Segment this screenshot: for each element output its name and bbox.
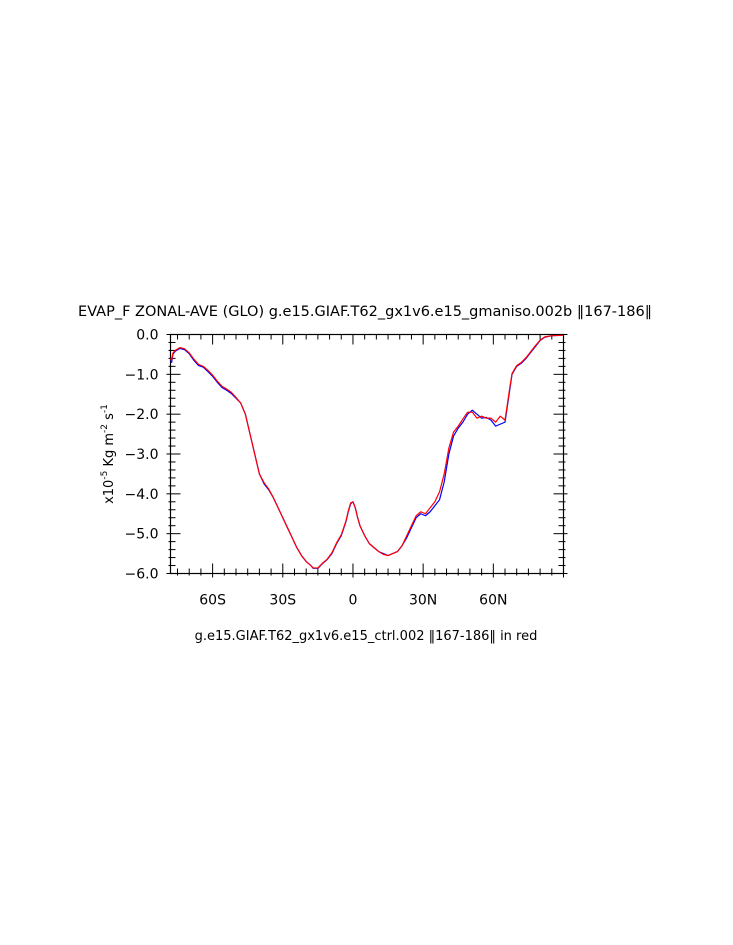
x-tick-label: 60N bbox=[479, 593, 507, 609]
y-tick-label: −6.0 bbox=[125, 567, 159, 583]
series-line-0 bbox=[169, 334, 564, 569]
y-tick-label: −3.0 bbox=[125, 447, 159, 463]
axis-ticks bbox=[166, 334, 568, 578]
axis-tick-labels: 0.0 −1.0 −2.0 −3.0 −4.0 −5.0 −6.0 60S 30S 0 30N 60N bbox=[125, 328, 508, 609]
x-tick-label: 30N bbox=[409, 593, 437, 609]
y-tick-label: −2.0 bbox=[125, 407, 159, 423]
y-tick-label: −4.0 bbox=[125, 487, 159, 503]
y-axis-label: x10-5 Kg m-2 s-1 bbox=[100, 404, 117, 504]
y-tick-label: −5.0 bbox=[125, 527, 159, 543]
chart-title: EVAP_F ZONAL-AVE (GLO) g.e15.GIAF.T62_gx… bbox=[78, 304, 652, 320]
y-tick-label: −1.0 bbox=[125, 367, 159, 383]
x-tick-label: 30S bbox=[269, 593, 296, 609]
plot-frame bbox=[169, 333, 565, 575]
data-lines bbox=[169, 334, 564, 569]
x-tick-label: 60S bbox=[199, 593, 226, 609]
series-line-1 bbox=[169, 334, 564, 569]
x-tick-label: 0 bbox=[349, 593, 358, 609]
y-tick-label: 0.0 bbox=[136, 328, 158, 344]
chart-subtitle: g.e15.GIAF.T62_gx1v6.e15_ctrl.002 ‖167-1… bbox=[195, 629, 538, 644]
